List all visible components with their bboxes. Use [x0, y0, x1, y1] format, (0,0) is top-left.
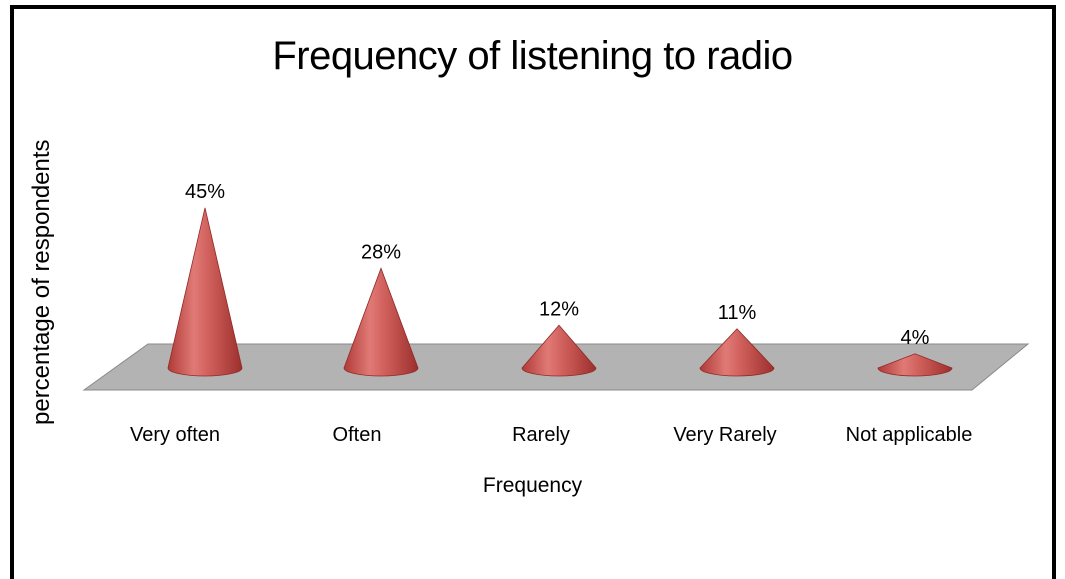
x-tick-label: Very often — [130, 424, 220, 446]
chart-title: Frequency of listening to radio — [272, 34, 793, 78]
x-tick-label: Rarely — [512, 424, 570, 446]
x-axis-title: Frequency — [482, 474, 583, 497]
chart-frame — [10, 5, 1056, 579]
data-label: 4% — [901, 327, 930, 349]
cone-rarely — [521, 324, 597, 377]
data-label: 11% — [718, 302, 757, 324]
cone-very-often — [167, 207, 243, 377]
data-label: 28% — [361, 241, 401, 263]
data-label: 12% — [539, 298, 579, 320]
x-tick-label: Often — [333, 424, 382, 446]
x-tick-label: Not applicable — [846, 424, 973, 446]
cone-very-rarely — [699, 328, 775, 377]
data-label: 45% — [185, 181, 225, 203]
cone-not-applicable — [877, 353, 953, 377]
x-tick-label: Very Rarely — [673, 424, 776, 446]
cone-often — [343, 267, 419, 377]
